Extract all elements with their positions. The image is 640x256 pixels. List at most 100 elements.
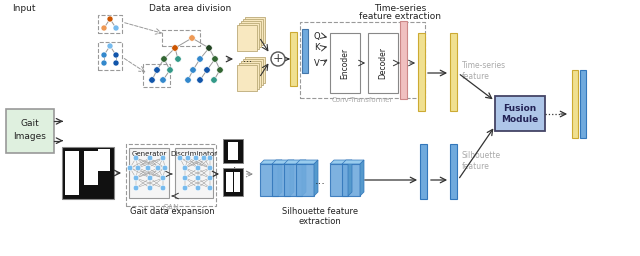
Bar <box>234 172 240 192</box>
Circle shape <box>160 155 166 161</box>
Bar <box>296 164 314 196</box>
Polygon shape <box>342 160 364 164</box>
Circle shape <box>133 175 139 181</box>
Bar <box>84 151 98 185</box>
Polygon shape <box>302 160 306 196</box>
Bar <box>98 15 122 33</box>
Bar <box>98 149 110 171</box>
Text: ...: ... <box>315 176 325 186</box>
Circle shape <box>206 45 212 51</box>
Circle shape <box>197 56 204 62</box>
Circle shape <box>145 165 151 171</box>
Bar <box>450 144 457 199</box>
Circle shape <box>160 77 166 83</box>
Text: Gait
Images: Gait Images <box>13 119 47 141</box>
Bar <box>330 164 348 196</box>
Circle shape <box>147 175 153 181</box>
Text: Fusion
Module: Fusion Module <box>501 104 539 124</box>
Circle shape <box>211 77 217 83</box>
Circle shape <box>113 60 119 66</box>
Text: Silhouette
feature: Silhouette feature <box>462 151 501 172</box>
Circle shape <box>185 155 191 161</box>
Circle shape <box>195 175 201 181</box>
Bar <box>302 29 308 73</box>
Polygon shape <box>360 160 364 196</box>
Circle shape <box>212 56 218 62</box>
Bar <box>223 168 243 196</box>
Circle shape <box>154 67 160 73</box>
Bar <box>418 33 425 111</box>
Polygon shape <box>272 160 294 164</box>
Polygon shape <box>290 160 294 196</box>
Bar <box>420 144 427 199</box>
Bar <box>228 142 238 160</box>
Bar <box>241 21 261 47</box>
Circle shape <box>162 165 168 171</box>
Circle shape <box>167 67 173 73</box>
Bar <box>162 30 200 46</box>
Bar <box>260 164 278 196</box>
Circle shape <box>101 60 107 66</box>
Bar <box>126 144 216 206</box>
Bar <box>239 63 259 89</box>
Text: :: : <box>234 164 237 174</box>
Bar <box>580 70 586 138</box>
Polygon shape <box>260 160 282 164</box>
Circle shape <box>107 16 113 22</box>
Bar <box>6 109 54 153</box>
Circle shape <box>160 185 166 191</box>
Circle shape <box>147 185 153 191</box>
Bar <box>143 64 170 87</box>
Bar <box>237 65 257 91</box>
Bar <box>98 42 122 70</box>
Circle shape <box>207 185 212 191</box>
Circle shape <box>160 175 166 181</box>
Circle shape <box>133 155 139 161</box>
Text: GAN: GAN <box>163 204 179 213</box>
Circle shape <box>172 45 178 51</box>
Circle shape <box>189 35 195 41</box>
Bar <box>495 96 545 131</box>
Circle shape <box>161 56 167 62</box>
Bar <box>129 148 169 198</box>
Bar <box>243 19 263 45</box>
Circle shape <box>101 25 107 31</box>
Bar <box>450 33 457 111</box>
Circle shape <box>113 52 119 58</box>
Circle shape <box>207 165 212 171</box>
Circle shape <box>195 185 201 191</box>
Circle shape <box>182 175 188 181</box>
Bar <box>284 164 302 196</box>
Circle shape <box>182 185 188 191</box>
Polygon shape <box>278 160 282 196</box>
Text: feature extraction: feature extraction <box>359 12 441 21</box>
Circle shape <box>207 175 212 181</box>
Circle shape <box>149 77 155 83</box>
Circle shape <box>113 25 119 31</box>
Bar <box>245 57 265 83</box>
Bar <box>290 32 297 86</box>
Circle shape <box>135 165 141 171</box>
Circle shape <box>201 155 207 161</box>
Bar <box>237 25 257 51</box>
Circle shape <box>177 155 183 161</box>
Circle shape <box>271 52 285 66</box>
Text: Time-series
feature: Time-series feature <box>462 61 506 81</box>
Circle shape <box>207 155 212 161</box>
Circle shape <box>107 43 113 49</box>
Circle shape <box>217 67 223 73</box>
Bar <box>65 151 79 195</box>
Text: Decoder: Decoder <box>378 47 387 79</box>
Circle shape <box>175 56 181 62</box>
Text: V: V <box>314 59 320 68</box>
Polygon shape <box>296 160 318 164</box>
Text: Encoder: Encoder <box>340 47 349 79</box>
Bar <box>245 17 265 43</box>
Text: Data area division: Data area division <box>149 4 231 13</box>
Circle shape <box>155 165 161 171</box>
Circle shape <box>127 165 133 171</box>
Polygon shape <box>314 160 318 196</box>
Text: Q: Q <box>314 31 321 40</box>
Text: Silhouette feature
extraction: Silhouette feature extraction <box>282 207 358 226</box>
Circle shape <box>195 165 201 171</box>
